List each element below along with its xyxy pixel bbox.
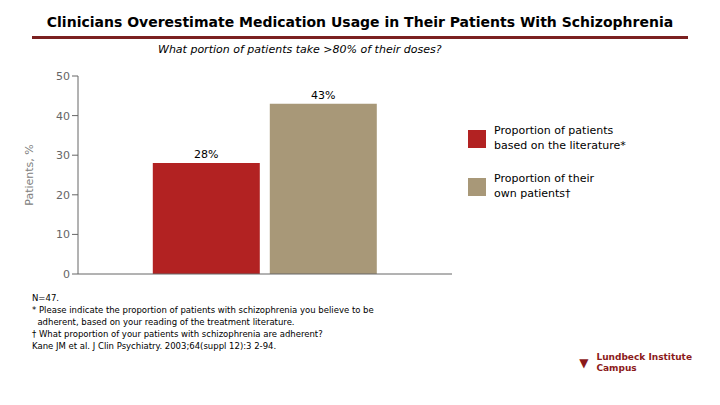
- svg-text:30: 30: [56, 149, 70, 162]
- html-text:Clinicians Overestimate Medica: Clinicians Overestimate Medication Usage…: [46, 14, 674, 30]
- svg-text:0: 0: [63, 268, 70, 281]
- html-text:N=47.: N=47.: [32, 293, 59, 303]
- svg-text:40: 40: [56, 110, 70, 123]
- svg-text:20: 20: [56, 189, 70, 202]
- svg-text:10: 10: [56, 228, 70, 241]
- svg-text:Patients, %: Patients, %: [23, 144, 36, 205]
- svg-text:28%: 28%: [194, 148, 218, 161]
- html-text:† What proportion of your pati: † What proportion of your patients with …: [32, 329, 323, 339]
- html-text:adherent, based on your readin: adherent, based on your reading of the t…: [32, 317, 295, 327]
- html-text:What portion of patients take: What portion of patients take >80% of th…: [158, 43, 442, 56]
- html-text:Lundbeck Institute Campus: Lundbeck Institute Campus: [596, 351, 692, 374]
- html-text:* Please indicate the proporti: * Please indicate the proportion of pati…: [32, 305, 374, 315]
- svg-text:43%: 43%: [311, 89, 335, 102]
- html-text:Kane JM et al. J Clin Psychiat: Kane JM et al. J Clin Psychiatry. 2003;6…: [32, 341, 277, 351]
- html-text:Proportion of patients based o: Proportion of patients based on the lite…: [494, 124, 626, 153]
- html-text:Proportion of their own patien: Proportion of their own patients†: [494, 172, 594, 200]
- svg-text:50: 50: [56, 70, 70, 83]
